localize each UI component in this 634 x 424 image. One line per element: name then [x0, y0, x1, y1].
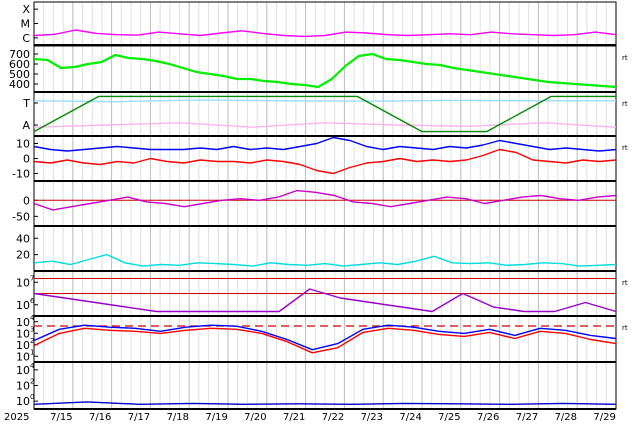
- y-tick-label: 500: [9, 68, 30, 81]
- y-tick-label: C: [22, 32, 30, 45]
- y-tick-label: 10: [16, 380, 30, 393]
- series-line-density: [33, 253, 617, 267]
- x-tick-label: 7/24: [399, 412, 421, 423]
- series-line-proton: [33, 324, 617, 351]
- y-tick-label: 0: [23, 194, 30, 207]
- x-tick-label: 7/22: [322, 412, 344, 423]
- y-tick-label: 10: [16, 327, 30, 340]
- y-tick-label: 10: [16, 299, 30, 312]
- x-tick-label: 7/21: [283, 412, 305, 423]
- y-tick-label: M: [21, 18, 31, 31]
- series-line-speed: [33, 52, 617, 89]
- y-tick-label: 10: [16, 316, 30, 329]
- x-tick-label: 7/20: [244, 412, 266, 423]
- x-tick-label: 7/26: [477, 412, 499, 423]
- right-marker: rt: [622, 324, 628, 332]
- y-tick-label: 10: [16, 350, 30, 363]
- y-tick-exponent: 1: [30, 348, 34, 356]
- x-tick-label: 7/16: [89, 412, 111, 423]
- x-tick-label: 7/23: [361, 412, 383, 423]
- y-tick-label: 40: [16, 232, 30, 245]
- series-line-polarity: [33, 95, 616, 133]
- y-tick-exponent: 3: [30, 325, 34, 333]
- y-tick-label: 20: [16, 249, 30, 262]
- y-tick-label: 10: [16, 276, 30, 289]
- y-tick-exponent: 4: [30, 362, 35, 370]
- x-tick-label: 7/28: [555, 412, 577, 423]
- x-tick-label: 2025: [4, 412, 29, 423]
- y-tick-label: -50: [12, 210, 30, 223]
- y-tick-label: 0: [23, 153, 30, 166]
- series-line-xray: [33, 29, 617, 38]
- y-tick-label: 10: [16, 339, 30, 352]
- series-line-polarity: [33, 99, 616, 103]
- right-marker: rt: [622, 100, 628, 108]
- y-tick-exponent: 0: [30, 393, 34, 401]
- x-tick-label: 7/18: [167, 412, 189, 423]
- y-tick-exponent: 2: [30, 337, 34, 345]
- series-line-phi: [33, 189, 617, 211]
- series-line-bz: [33, 148, 617, 175]
- series-line-polarity: [33, 122, 617, 128]
- series-line-electron: [33, 288, 617, 313]
- right-marker: rt: [622, 279, 628, 287]
- y-tick-label: 10: [16, 138, 30, 151]
- series-line-bz: [33, 136, 617, 152]
- y-tick-label: 700: [9, 48, 30, 61]
- x-tick-label: 7/27: [516, 412, 538, 423]
- x-tick-label: 7/29: [593, 412, 615, 423]
- right-marker: rt: [622, 144, 628, 152]
- x-tick-label: 7/15: [50, 412, 72, 423]
- y-tick-exponent: 6: [30, 297, 35, 305]
- y-tick-label: X: [22, 3, 30, 16]
- y-tick-label: 400: [9, 78, 30, 91]
- x-tick-label: 7/25: [438, 412, 460, 423]
- x-tick-label: 7/17: [128, 412, 150, 423]
- y-tick-label: 600: [9, 58, 30, 71]
- y-tick-exponent: 7: [30, 274, 34, 282]
- series-line-neutron: [33, 401, 617, 405]
- series-line-proton: [33, 327, 617, 354]
- y-tick-label: 10: [16, 395, 30, 408]
- y-tick-label: A: [22, 119, 30, 132]
- y-tick-label: T: [22, 97, 30, 110]
- y-tick-label: -10: [12, 168, 30, 181]
- x-tick-label: 7/19: [205, 412, 227, 423]
- right-marker: rt: [622, 54, 628, 62]
- y-tick-label: 10: [16, 364, 30, 377]
- y-tick-exponent: 4: [30, 314, 35, 322]
- y-tick-exponent: 2: [30, 378, 34, 386]
